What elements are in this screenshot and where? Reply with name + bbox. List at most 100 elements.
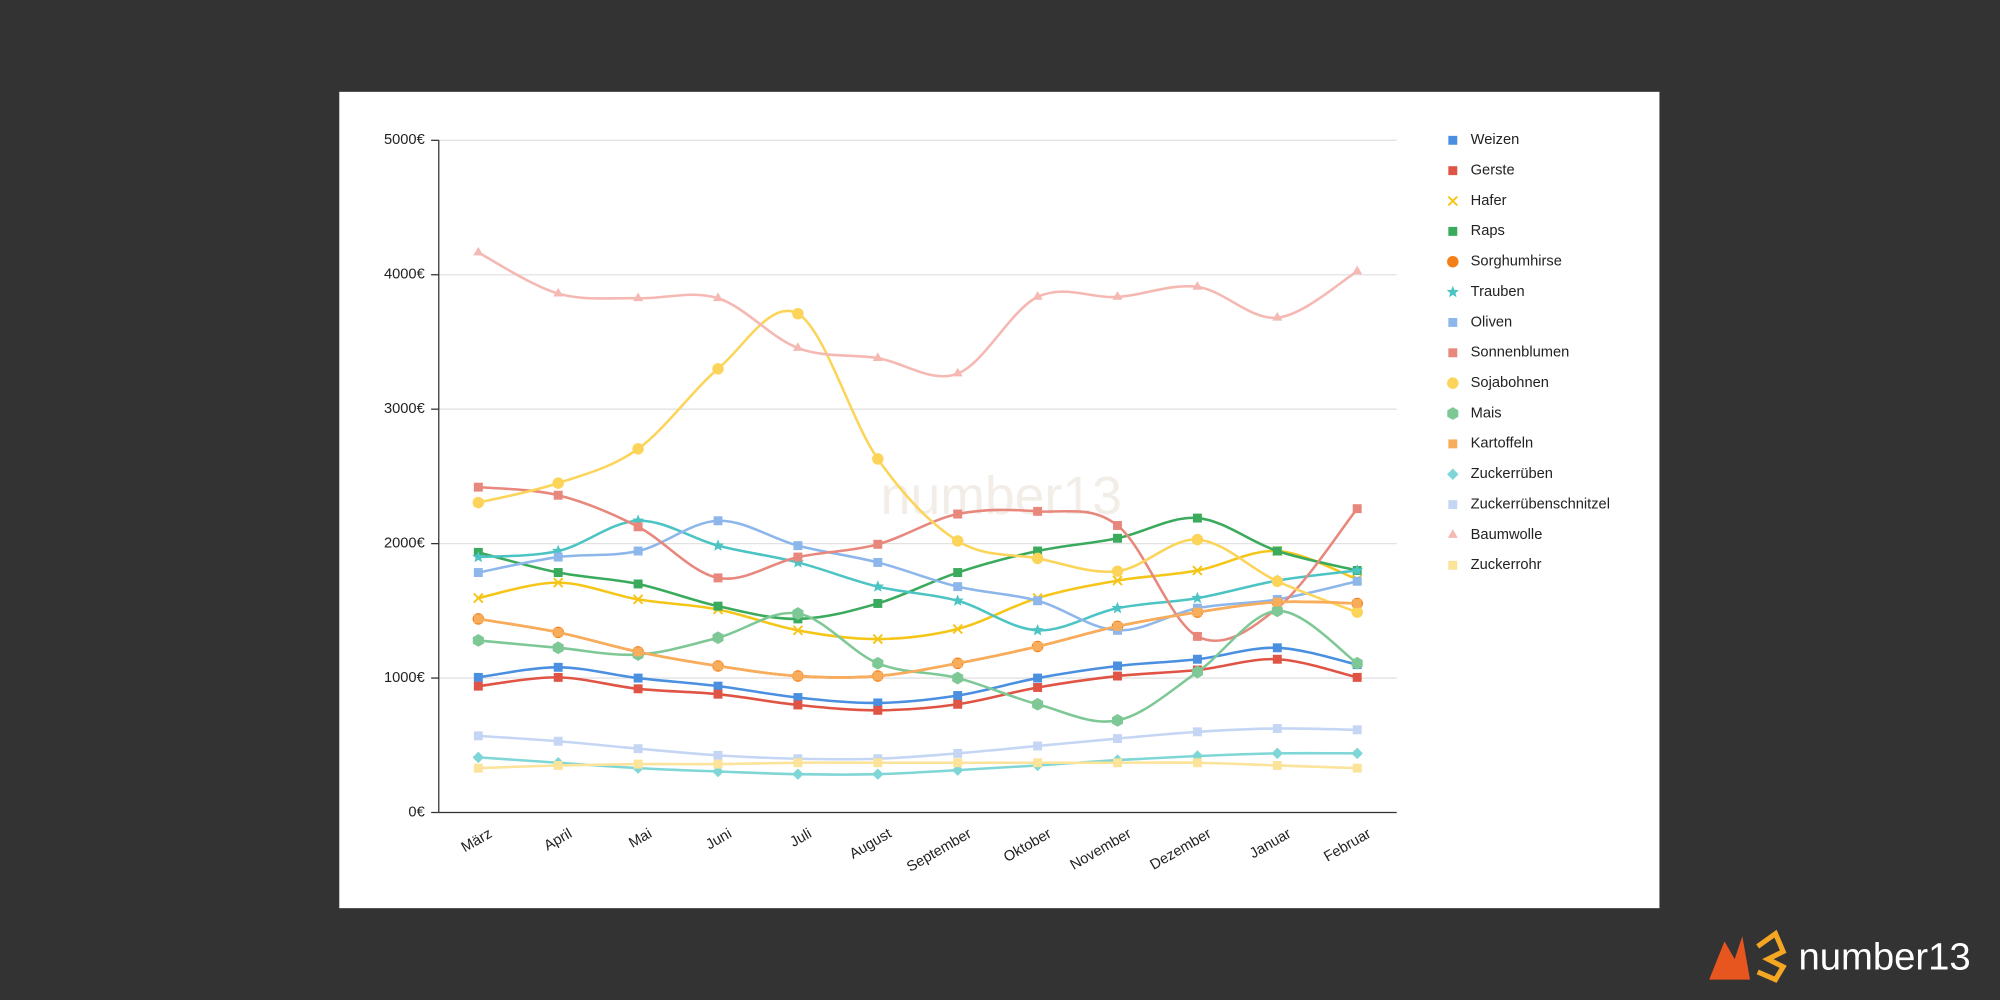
marker — [1448, 166, 1458, 176]
marker — [553, 760, 563, 770]
marker — [1113, 621, 1122, 631]
marker — [1111, 714, 1124, 727]
marker — [1192, 654, 1202, 664]
marker — [872, 768, 884, 780]
marker — [1032, 291, 1043, 300]
marker — [1448, 226, 1458, 236]
y-tick-label: 1000€ — [384, 670, 425, 686]
marker — [872, 453, 884, 465]
marker — [793, 758, 803, 768]
marker — [1447, 468, 1459, 480]
marker — [713, 759, 723, 769]
marker — [713, 689, 723, 699]
marker — [1113, 758, 1122, 768]
marker — [793, 541, 803, 551]
marker — [1031, 552, 1044, 565]
marker — [1272, 654, 1282, 664]
marker — [1448, 439, 1458, 449]
legend-label: Zuckerrübenschnitzel — [1471, 496, 1610, 512]
marker — [472, 634, 484, 647]
marker — [953, 568, 963, 577]
marker — [1448, 500, 1458, 510]
marker — [553, 662, 563, 672]
marker — [1033, 741, 1043, 751]
marker — [1272, 760, 1282, 770]
marker — [1447, 195, 1458, 207]
plot: number13 0€1000€2000€3000€4000€5000€März… — [384, 132, 1397, 876]
y-tick-label: 2000€ — [384, 535, 425, 551]
marker — [1033, 506, 1043, 516]
marker — [633, 579, 643, 589]
marker — [793, 693, 803, 703]
logo: number13 — [1709, 929, 1971, 983]
marker — [632, 443, 644, 455]
marker — [1448, 135, 1458, 145]
series-line — [477, 251, 1358, 378]
marker — [793, 671, 803, 681]
marker — [1113, 521, 1122, 530]
marker — [1447, 529, 1458, 538]
series-line — [478, 657, 1358, 712]
marker — [873, 758, 883, 768]
marker — [1033, 596, 1043, 606]
marker — [1111, 565, 1124, 577]
marker — [713, 661, 723, 671]
legend-label: Sojabohnen — [1471, 375, 1549, 391]
marker — [1352, 504, 1362, 514]
marker — [873, 539, 883, 549]
marker — [553, 672, 563, 682]
marker — [873, 557, 883, 567]
marker — [1113, 734, 1122, 744]
marker — [1352, 672, 1362, 682]
marker — [473, 614, 483, 624]
legend-label: Weizen — [1471, 132, 1520, 148]
marker — [632, 594, 644, 605]
marker — [1192, 631, 1202, 641]
marker — [1191, 533, 1204, 546]
marker — [793, 700, 803, 710]
marker — [792, 307, 804, 320]
marker — [473, 568, 483, 577]
marker — [1192, 565, 1203, 576]
marker — [633, 292, 644, 302]
marker — [792, 625, 804, 636]
marker — [473, 246, 484, 256]
y-tick-label: 0€ — [408, 804, 424, 820]
marker — [1113, 661, 1122, 671]
marker — [711, 539, 725, 551]
marker — [633, 744, 643, 754]
marker — [553, 552, 563, 562]
marker — [1192, 758, 1202, 768]
marker — [473, 672, 483, 682]
marker — [472, 496, 485, 509]
legend-label: Zuckerrohr — [1471, 557, 1542, 573]
marker — [1446, 285, 1459, 298]
marker — [791, 556, 804, 568]
marker — [1272, 312, 1283, 321]
marker — [633, 759, 643, 769]
marker — [953, 691, 963, 701]
marker — [873, 598, 883, 608]
marker — [1351, 747, 1363, 760]
marker — [713, 292, 723, 302]
marker — [473, 763, 483, 773]
marker — [1447, 255, 1459, 268]
marker — [871, 580, 884, 592]
marker — [1352, 725, 1362, 735]
marker — [1271, 604, 1283, 618]
marker — [1033, 758, 1043, 768]
logo-text: number13 — [1798, 935, 1970, 978]
marker — [872, 633, 883, 645]
marker — [1112, 575, 1123, 586]
logo-icon-3 — [1756, 929, 1787, 983]
marker — [553, 577, 564, 588]
marker — [1033, 683, 1043, 692]
marker — [951, 764, 964, 776]
marker — [1033, 673, 1043, 683]
legend-label: Kartoffeln — [1471, 436, 1533, 452]
marker — [953, 509, 963, 519]
marker — [951, 594, 964, 606]
marker — [1352, 598, 1362, 608]
